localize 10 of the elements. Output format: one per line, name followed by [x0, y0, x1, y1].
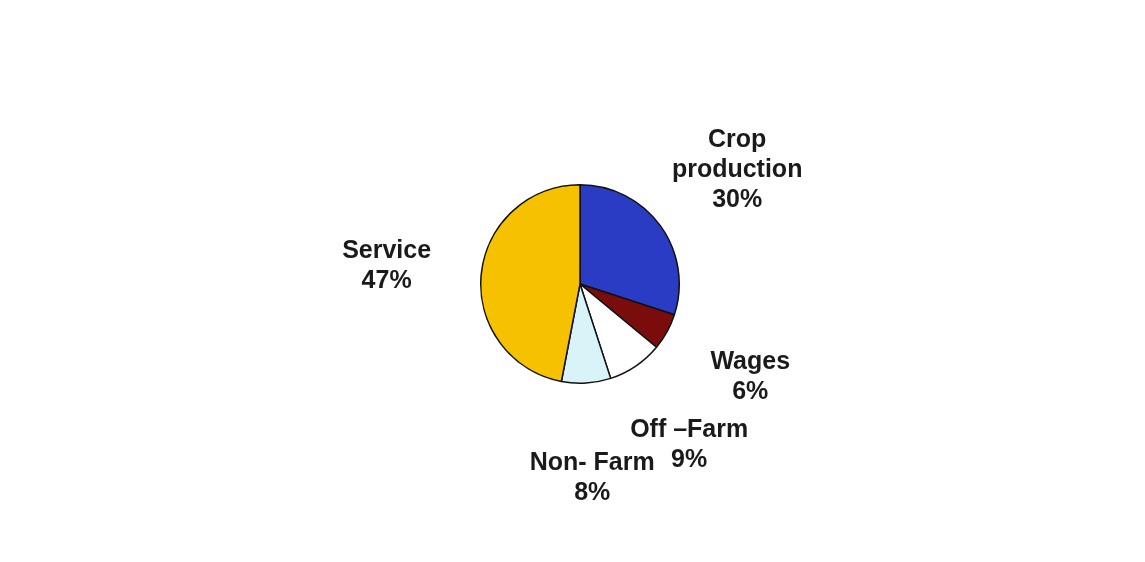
data-label: 47% [361, 264, 412, 293]
slice-label: Service [342, 234, 432, 263]
slice-label: Non- Farm [529, 446, 655, 475]
slice-label: Off –Farm [630, 413, 749, 442]
slice-label: Wages [710, 346, 791, 375]
slice-label: Crop production [671, 123, 803, 182]
data-label: 6% [732, 376, 769, 405]
data-label: 30% [712, 183, 763, 212]
data-label: 8% [574, 476, 611, 505]
data-label: 9% [671, 443, 708, 472]
